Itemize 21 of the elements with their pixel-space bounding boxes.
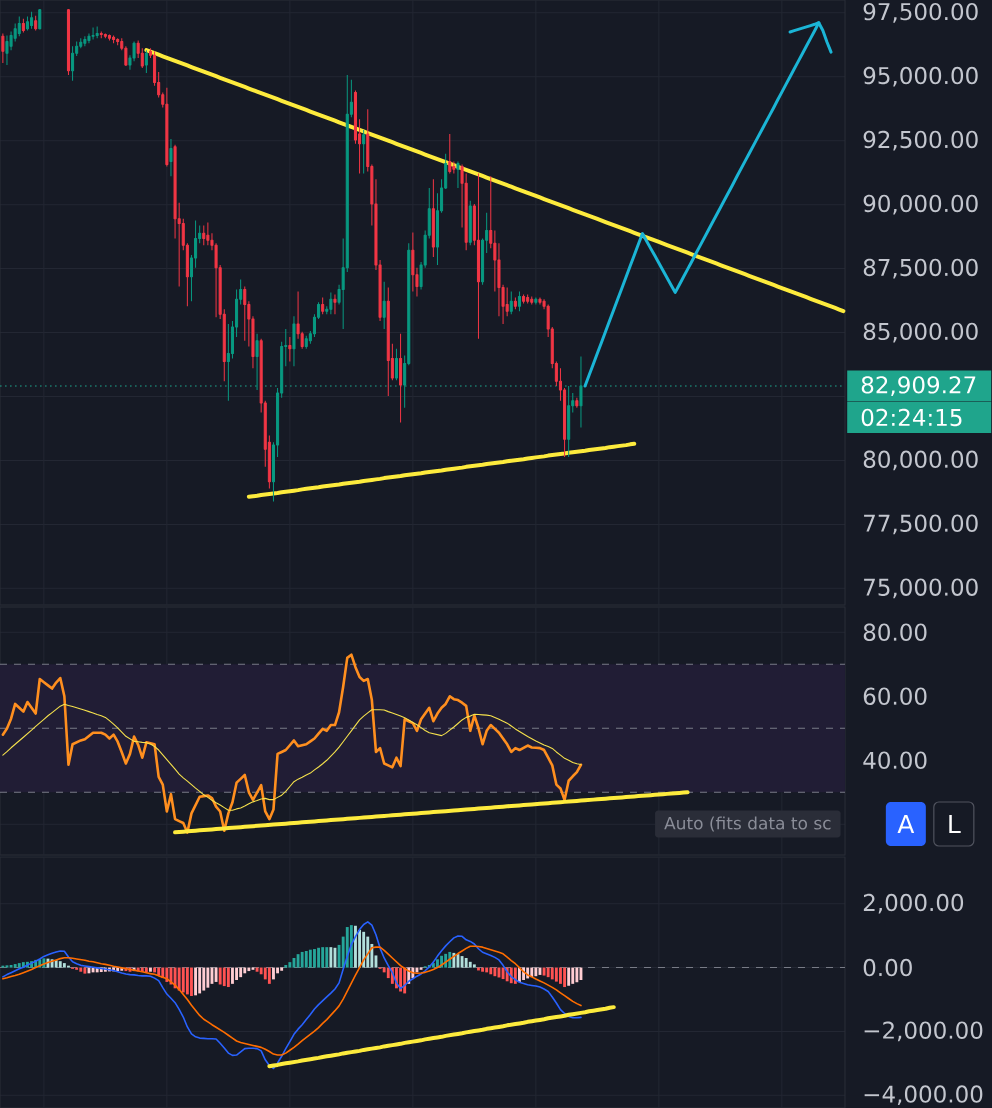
y-tick-label: 60.00 — [863, 687, 927, 705]
annotation: Auto (fits data to sc — [664, 816, 831, 832]
y-tick-label: −4,000.00 — [864, 1085, 983, 1106]
y-tick-label: 80.00 — [863, 623, 927, 641]
y-tick-label: 2,000.00 — [863, 893, 964, 914]
y-tick-label: 0.00 — [863, 958, 912, 977]
y-tick-label: 80,000.00 — [863, 450, 978, 471]
text: 02:24:15 — [861, 408, 962, 427]
ref-line-label: 82,909.27 — [861, 376, 976, 396]
y-tick-label: 40.00 — [863, 751, 927, 769]
y-tick-label: 85,000.00 — [863, 322, 978, 343]
y-tick-label: 92,500.00 — [863, 130, 978, 151]
text: L — [949, 814, 961, 834]
y-tick-label: 97,500.00 — [863, 2, 978, 23]
y-tick-label: 75,000.00 — [864, 578, 978, 599]
text: A — [897, 814, 915, 834]
y-tick-label: 95,000.00 — [863, 66, 978, 87]
y-tick-label: 90,000.00 — [863, 194, 978, 215]
y-tick-label: 87,500.00 — [863, 258, 978, 279]
y-tick-label: −2,000.00 — [864, 1021, 983, 1042]
y-tick-label: 77,500.00 — [864, 514, 978, 535]
